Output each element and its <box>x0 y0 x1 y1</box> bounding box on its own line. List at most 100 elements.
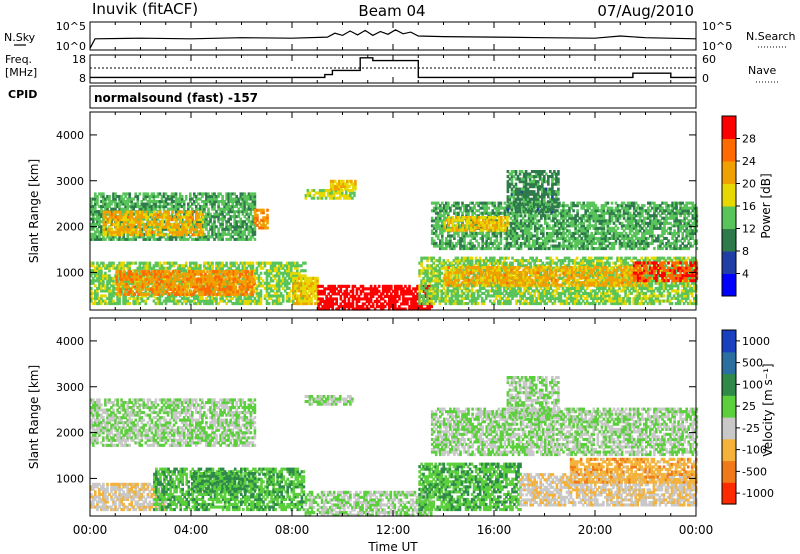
power-cell <box>100 289 103 293</box>
power-cell <box>164 296 168 300</box>
nsky-left-tick-top: 10^5 <box>56 20 86 33</box>
power-cell <box>100 274 103 278</box>
power-cell <box>102 192 105 196</box>
power-cell <box>193 264 196 268</box>
power-cell <box>178 266 182 270</box>
power-cell <box>182 264 186 268</box>
power-cell <box>159 223 162 227</box>
power-cell <box>165 218 168 222</box>
power-cell <box>199 210 203 214</box>
power-cell <box>251 220 255 224</box>
power-cell <box>106 228 110 232</box>
power-cell <box>96 266 99 270</box>
power-cell <box>243 197 247 201</box>
power-cell <box>247 197 251 201</box>
power-cell <box>162 299 166 303</box>
power-cell <box>130 230 134 234</box>
power-cell <box>187 213 191 217</box>
power-cell <box>203 192 206 196</box>
power-cell <box>158 207 162 211</box>
power-cell <box>124 210 128 214</box>
power-cell <box>166 195 170 199</box>
power-cell <box>98 205 101 209</box>
power-cell <box>189 210 193 214</box>
power-cell <box>177 215 180 219</box>
power-cell <box>180 205 184 209</box>
power-cell <box>140 296 144 300</box>
power-cell <box>90 202 93 206</box>
power-cell <box>162 220 166 224</box>
power-cell <box>233 225 236 229</box>
power-cell <box>195 261 198 265</box>
power-cell <box>250 270 254 274</box>
power-cell <box>201 205 204 209</box>
power-cell <box>205 237 208 241</box>
power-cell <box>176 235 180 239</box>
power-cell <box>191 294 194 298</box>
power-cell <box>112 299 115 303</box>
power-cell <box>148 215 152 219</box>
power-cell <box>215 212 218 216</box>
power-cell <box>160 264 164 268</box>
power-cell <box>114 215 118 219</box>
power-cell <box>112 264 115 268</box>
power-cell <box>140 230 144 234</box>
power-cell <box>148 197 152 201</box>
power-cell <box>168 299 172 303</box>
power-cell <box>166 197 170 201</box>
power-cell <box>207 230 210 234</box>
power-cell <box>191 299 194 303</box>
power-cell <box>120 264 123 268</box>
power-cell <box>100 200 103 204</box>
power-cell <box>176 302 180 306</box>
power-cell <box>245 200 249 204</box>
power-cell <box>160 197 164 201</box>
power-cell <box>227 200 230 204</box>
power-cell <box>170 195 174 199</box>
power-cell <box>102 289 105 293</box>
power-cell <box>126 197 129 201</box>
power-cell <box>98 215 101 219</box>
power-cell <box>189 200 192 204</box>
power-cell <box>168 207 172 211</box>
power-cell <box>195 195 198 199</box>
power-cell <box>151 213 154 217</box>
power-cell <box>130 233 134 237</box>
power-cell <box>166 237 170 241</box>
power-cell <box>122 230 126 234</box>
power-cell <box>253 195 257 199</box>
power-cell <box>96 237 99 241</box>
power-cell <box>170 264 174 268</box>
power-cell <box>148 225 152 229</box>
power-cell <box>141 233 144 237</box>
power-cell <box>116 202 119 206</box>
power-cell <box>199 225 203 229</box>
power-cell <box>118 195 121 199</box>
power-cell <box>225 227 228 231</box>
power-cell <box>104 212 107 216</box>
power-cell <box>203 225 206 229</box>
power-cell <box>94 296 97 300</box>
power-cell <box>132 205 135 209</box>
power-cell <box>249 225 253 229</box>
power-cell <box>114 230 118 234</box>
power-cell <box>219 235 222 239</box>
power-cell <box>126 210 130 214</box>
power-cell <box>233 210 236 214</box>
power-cell <box>144 264 148 268</box>
power-cell <box>201 215 205 219</box>
power-cell <box>223 210 226 214</box>
power-cell <box>158 296 162 300</box>
power-cell <box>126 228 130 232</box>
power-cell <box>227 195 230 199</box>
power-cell <box>146 235 150 239</box>
power-cell <box>178 212 182 216</box>
power-cell <box>147 228 150 232</box>
power-cell <box>142 299 146 303</box>
power-cell <box>171 223 174 227</box>
power-cell <box>249 205 253 209</box>
power-cell <box>136 235 140 239</box>
power-cell <box>92 235 95 239</box>
power-cell <box>182 212 186 216</box>
power-cell <box>160 266 164 270</box>
